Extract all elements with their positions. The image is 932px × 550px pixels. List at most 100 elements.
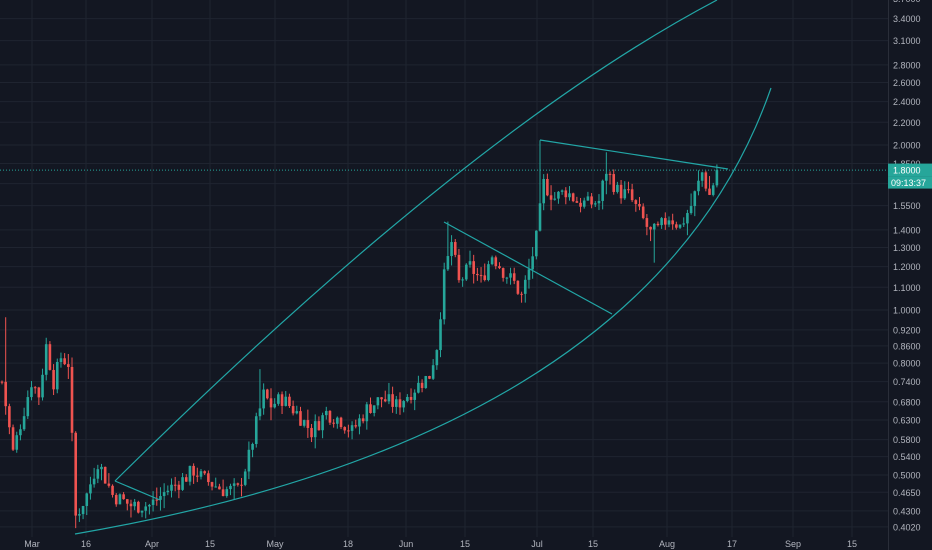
- current-price-value: 1.8000: [893, 166, 921, 176]
- candle-156: [575, 196, 579, 203]
- candle-body-74: [273, 403, 276, 408]
- candle-body-166: [612, 174, 616, 192]
- candle-84: [310, 423, 313, 443]
- candle-body-114: [420, 382, 424, 388]
- candle-body-106: [391, 394, 394, 407]
- candle-151: [557, 190, 560, 204]
- price-tick-26: 0.4300: [893, 506, 921, 516]
- candle-body-6: [22, 416, 26, 430]
- candle-63: [232, 478, 236, 500]
- candle-body-96: [354, 425, 358, 427]
- candle-82: [302, 419, 306, 428]
- candle-118: [435, 349, 439, 370]
- countdown-timer: 09:13:37: [891, 178, 926, 188]
- candle-body-90: [332, 422, 335, 424]
- candle-146: [538, 140, 542, 232]
- price-tick-21: 0.6300: [893, 415, 921, 425]
- price-axis-panel[interactable]: [888, 0, 932, 550]
- candle-186: [686, 209, 689, 236]
- candle-body-184: [678, 224, 682, 228]
- candle-184: [678, 224, 682, 230]
- candle-body-61: [225, 489, 229, 497]
- falling-line-1: [443, 221, 613, 315]
- candle-5: [19, 424, 22, 441]
- candles: [0, 140, 719, 529]
- candle-body-137: [505, 277, 509, 279]
- candle-body-35: [129, 503, 133, 507]
- candle-body-151: [557, 191, 560, 199]
- candle-body-165: [608, 173, 612, 175]
- candle-body-53: [196, 475, 199, 477]
- candle-body-142: [523, 279, 527, 294]
- candle-194: [715, 164, 719, 188]
- candle-body-94: [347, 430, 350, 432]
- candle-142: [523, 275, 527, 303]
- candle-body-50: [184, 477, 188, 482]
- candle-83: [306, 409, 310, 438]
- candle-23: [85, 492, 89, 516]
- time-tick-13: 15: [847, 539, 857, 549]
- candle-body-163: [601, 180, 604, 201]
- candle-169: [623, 181, 627, 200]
- candle-40: [148, 503, 151, 515]
- time-tick-1: 16: [81, 539, 91, 549]
- candle-159: [586, 191, 590, 201]
- candle-body-176: [649, 226, 652, 230]
- candle-body-111: [409, 396, 413, 400]
- price-tick-13: 1.2000: [893, 262, 921, 272]
- candle-38: [140, 510, 144, 518]
- candle-body-135: [498, 266, 501, 269]
- candle-0: [0, 380, 4, 385]
- candle-body-40: [148, 504, 151, 507]
- falling-line-2: [539, 139, 729, 170]
- current-price-box: [888, 163, 932, 177]
- time-tick-3: 15: [205, 539, 215, 549]
- candle-51: [188, 465, 192, 486]
- candle-body-144: [531, 256, 534, 270]
- candle-body-46: [170, 484, 173, 491]
- candle-body-190: [700, 172, 704, 181]
- candle-170: [627, 181, 630, 194]
- candle-29: [107, 473, 111, 488]
- candle-16: [59, 352, 63, 368]
- candle-body-116: [428, 376, 431, 379]
- price-tick-20: 0.6800: [893, 397, 921, 407]
- candle-44: [162, 483, 166, 509]
- price-tick-16: 0.9200: [893, 325, 921, 335]
- candle-body-12: [44, 344, 48, 375]
- candle-37: [137, 500, 140, 514]
- candle-body-181: [667, 220, 671, 225]
- price-tick-17: 0.8600: [893, 341, 921, 351]
- candle-41: [151, 491, 155, 512]
- candle-153: [564, 187, 568, 205]
- candle-body-126: [465, 264, 468, 280]
- candle-105: [387, 382, 391, 405]
- candle-111: [409, 388, 413, 404]
- candle-body-34: [125, 499, 129, 504]
- candle-155: [571, 192, 575, 203]
- candle-body-16: [59, 358, 63, 362]
- time-tick-8: Jul: [531, 539, 543, 549]
- candle-body-78: [288, 396, 291, 407]
- candle-116: [428, 375, 431, 380]
- candle-192: [708, 176, 711, 196]
- candle-73: [269, 388, 273, 421]
- candle-body-20: [74, 432, 77, 516]
- candle-body-117: [431, 365, 435, 379]
- candle-124: [457, 248, 461, 283]
- candle-body-161: [593, 203, 597, 205]
- candle-body-29: [107, 483, 111, 486]
- candle-76: [280, 391, 284, 414]
- candle-body-170: [627, 189, 630, 191]
- candle-172: [634, 199, 638, 212]
- price-tick-6: 2.2000: [893, 118, 921, 128]
- candle-75: [277, 392, 280, 406]
- candle-body-156: [575, 201, 579, 203]
- trendlines: [74, 0, 772, 535]
- candle-body-75: [277, 394, 280, 404]
- candle-body-102: [376, 397, 380, 406]
- time-axis-labels: Mar 16 Apr 15 May 18 Jun 15 Jul 15 Aug 17 Sep 15: [24, 539, 857, 549]
- candle-body-72: [266, 389, 269, 399]
- candle-body-37: [137, 501, 140, 513]
